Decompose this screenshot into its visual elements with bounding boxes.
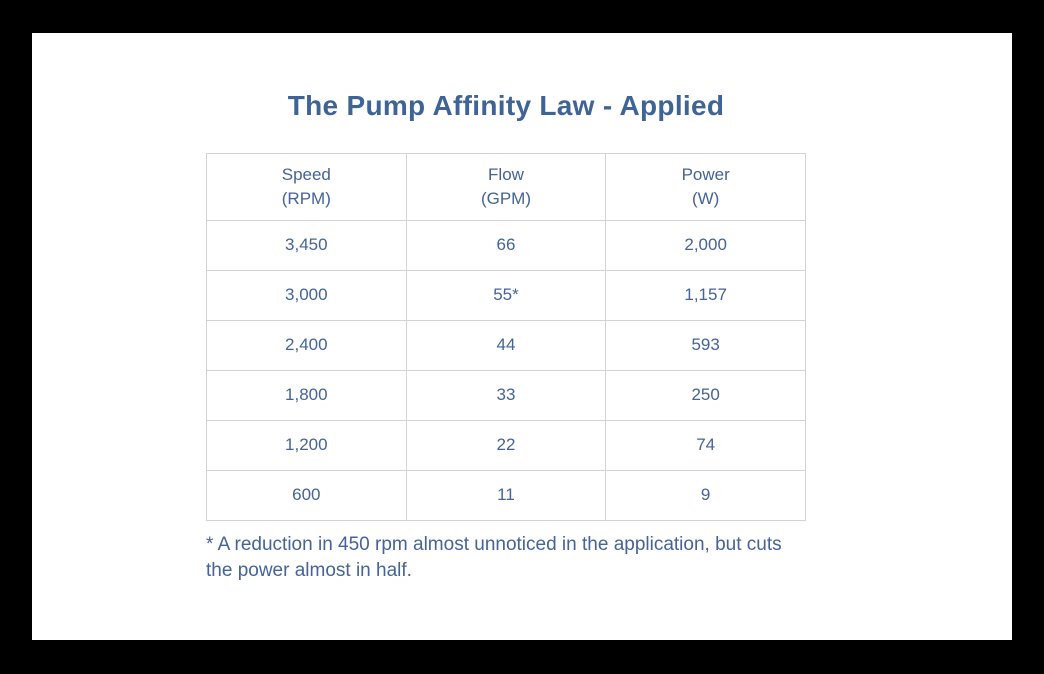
table-cell: 2,400 (206, 319, 407, 371)
column-unit: (W) (691, 188, 720, 208)
table-cell: 2,000 (605, 219, 806, 271)
table-row: 2,400 44 593 (206, 319, 806, 371)
table-cell: 250 (605, 369, 806, 421)
column-header: Speed (RPM) (206, 152, 407, 221)
column-label: Flow (488, 164, 524, 184)
table-cell: 1,800 (206, 369, 407, 421)
table-cell: 44 (405, 319, 607, 371)
table-cell: 3,450 (206, 219, 407, 271)
table-cell: 55* (405, 269, 607, 321)
table-row: 600 11 9 (206, 469, 806, 521)
table-row: 3,450 66 2,000 (206, 219, 806, 271)
content-column: The Pump Affinity Law - Applied Speed (RP… (206, 33, 806, 584)
table-cell: 74 (605, 419, 806, 471)
table-header-row: Speed (RPM) Flow (GPM) Power (W) (206, 152, 806, 221)
table-cell: 22 (405, 419, 607, 471)
column-unit: (RPM) (281, 188, 331, 208)
table-cell: 66 (405, 219, 607, 271)
table-cell: 600 (206, 469, 407, 521)
column-header: Power (W) (605, 152, 806, 221)
pump-affinity-table: Speed (RPM) Flow (GPM) Power (W) 3,450 66 2,000… (206, 152, 806, 521)
table-cell: 3,000 (206, 269, 407, 321)
table-row: 3,000 55* 1,157 (206, 269, 806, 321)
table-cell: 11 (405, 469, 607, 521)
column-unit: (GPM) (480, 188, 531, 208)
table-cell: 33 (405, 369, 607, 421)
table-cell: 9 (605, 469, 806, 521)
table-row: 1,800 33 250 (206, 369, 806, 421)
table-body: 3,450 66 2,000 3,000 55* 1,157 2,400 44 593 1,800… (206, 219, 806, 521)
column-label: Power (681, 164, 730, 184)
content-card: The Pump Affinity Law - Applied Speed (RP… (32, 33, 1012, 640)
footnote: * A reduction in 450 rpm almost unnotice… (206, 533, 782, 581)
table-cell: 1,200 (206, 419, 407, 471)
table-cell: 593 (605, 319, 806, 371)
table-cell: 1,157 (605, 269, 806, 321)
page-title: The Pump Affinity Law - Applied (287, 90, 725, 121)
column-header: Flow (GPM) (405, 152, 607, 221)
column-label: Speed (281, 164, 331, 184)
table-row: 1,200 22 74 (206, 419, 806, 471)
